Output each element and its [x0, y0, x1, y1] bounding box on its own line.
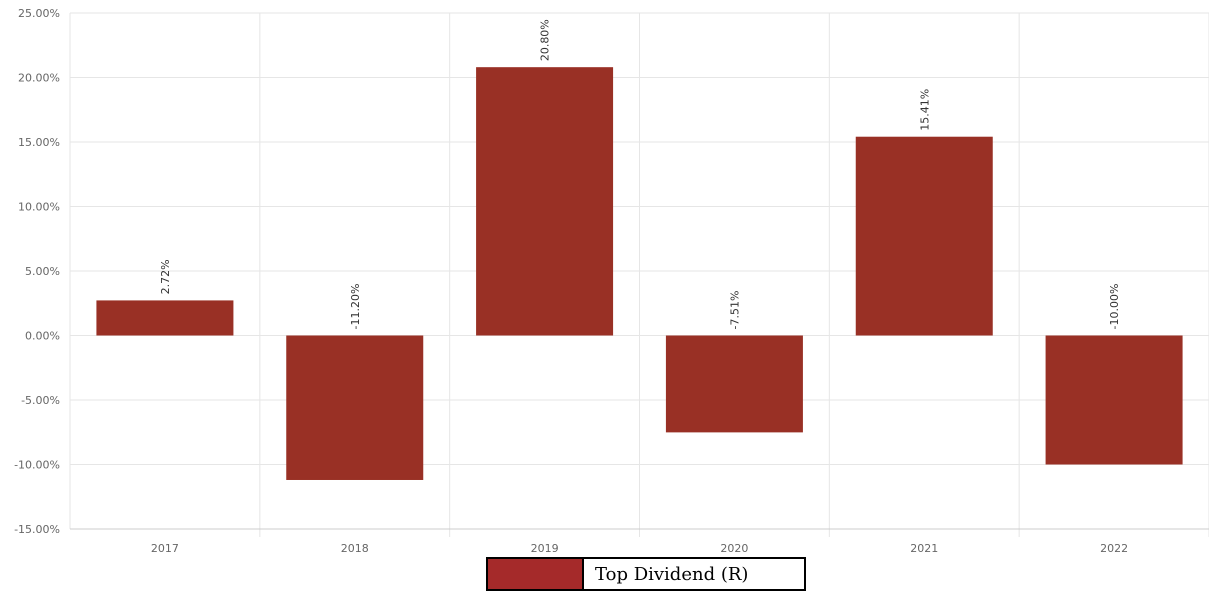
bars — [96, 67, 1183, 480]
x-tick-label: 2017 — [151, 542, 179, 555]
x-tick-label: 2020 — [720, 542, 748, 555]
y-tick-label: -5.00% — [21, 394, 60, 407]
grid-lines — [69, 12, 1209, 537]
bar — [1045, 335, 1183, 465]
y-tick-label: 10.00% — [18, 201, 60, 214]
y-tick-label: -15.00% — [14, 523, 60, 536]
y-tick-label: 0.00% — [25, 330, 60, 343]
y-tick-label: 20.00% — [18, 72, 60, 85]
data-label: 15.41% — [918, 89, 931, 131]
x-axis-ticks: 2017 2018 2019 2020 2021 2022 — [151, 542, 1128, 555]
data-label: -10.00% — [1108, 284, 1121, 330]
y-axis-ticks: 25.00% 20.00% 15.00% 10.00% 5.00% 0.00% -5.00%… — [14, 7, 60, 536]
x-tick-label: 2019 — [531, 542, 559, 555]
data-label: 2.72% — [159, 259, 172, 294]
bar — [476, 67, 614, 336]
bar — [855, 136, 993, 336]
data-label: -7.51% — [728, 291, 741, 330]
data-labels: 2.72% -11.20% 20.80% -7.51% 15.41% -10.00% — [159, 19, 1121, 329]
x-tick-label: 2018 — [341, 542, 369, 555]
legend-swatch — [486, 557, 582, 591]
x-tick-label: 2022 — [1100, 542, 1128, 555]
bar — [286, 335, 424, 480]
y-tick-label: 5.00% — [25, 265, 60, 278]
y-tick-label: 15.00% — [18, 136, 60, 149]
bar — [96, 300, 234, 336]
data-label: 20.80% — [539, 19, 552, 61]
y-tick-label: 25.00% — [18, 7, 60, 20]
bar — [665, 335, 803, 433]
y-tick-label: -10.00% — [14, 459, 60, 472]
legend: Top Dividend (R) — [486, 557, 806, 591]
legend-label: Top Dividend (R) — [582, 557, 806, 591]
data-label: -11.20% — [349, 284, 362, 330]
x-tick-label: 2021 — [910, 542, 938, 555]
